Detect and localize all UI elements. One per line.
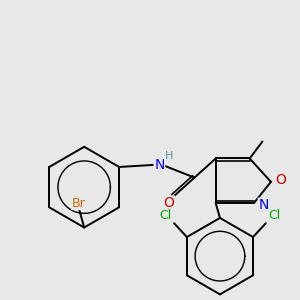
Text: H: H	[165, 152, 173, 161]
Text: Br: Br	[72, 196, 86, 210]
Text: N: N	[154, 158, 165, 172]
Text: Cl: Cl	[268, 209, 280, 222]
Text: O: O	[164, 196, 174, 210]
Text: Cl: Cl	[160, 209, 172, 222]
Text: N: N	[258, 198, 269, 212]
Text: O: O	[275, 173, 286, 187]
